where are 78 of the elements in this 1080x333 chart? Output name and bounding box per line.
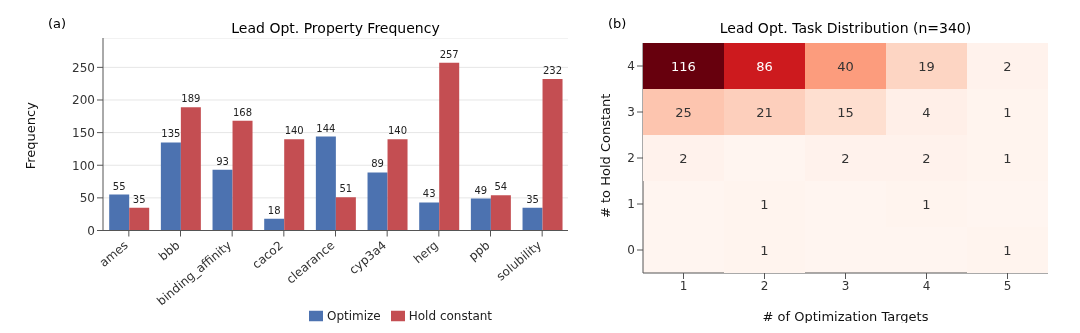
data-label: 140 [284,125,304,137]
data-label: 43 [422,188,436,200]
bar [367,172,388,231]
bar [264,218,285,231]
y-tick-label: 150 [72,125,95,140]
y-tick-label: 0 [87,223,95,238]
bar [180,107,201,231]
y-tick-label: 0 [627,243,635,258]
data-label: 1 [760,197,769,212]
bar [232,120,253,231]
y-tick-label: 250 [72,60,95,75]
data-label: 1 [1003,151,1012,166]
data-label: 86 [756,59,773,74]
legend-label: Optimize [326,308,381,323]
data-label: 140 [387,125,408,137]
bar [419,202,440,231]
x-tick-label: 2 [760,278,769,293]
text: (a) [48,16,67,31]
data-label: 35 [132,193,146,205]
bar [522,207,543,231]
data-label: 1 [922,197,931,212]
data-label: 40 [837,59,854,74]
data-label: 54 [494,181,508,193]
data-label: 55 [112,180,126,192]
y-tick-label: 200 [72,93,95,108]
y-axis-title: # to Hold Constant [597,93,613,218]
bar [439,62,460,231]
y-tick-label: 2 [627,151,635,166]
x-tick-label: ppb [465,238,493,264]
bar [212,169,233,231]
y-tick-label: 3 [627,105,635,120]
data-label: 2 [841,151,850,166]
chart-title: Lead Opt. Task Distribution (n=340) [718,20,973,36]
data-label: 189 [181,93,201,105]
bar [109,194,130,231]
data-label: 135 [161,128,181,140]
data-label: 168 [232,106,253,118]
y-tick-label: 100 [72,158,95,173]
data-label: 35 [526,193,539,205]
bar [490,195,511,231]
data-label: 15 [837,105,854,120]
data-label: 116 [671,59,696,74]
data-label: 21 [756,105,773,120]
data-label: 4 [922,105,931,120]
x-tick-label: 1 [679,278,688,293]
data-label: 18 [267,204,281,216]
legend-label: Hold constant [408,308,493,323]
bar [284,139,305,231]
data-label: 232 [542,65,563,77]
y-tick-label: 50 [79,191,95,206]
data-label: 144 [316,122,336,134]
chart-title: Lead Opt. Property Frequency [230,20,441,36]
y-tick-label: 1 [627,197,635,212]
x-tick-label: 3 [841,278,850,293]
data-label: 2 [922,151,931,166]
data-label: 19 [918,59,935,74]
bar [470,198,491,231]
x-axis-title: # of Optimization Targets [762,309,929,324]
y-tick-label: 4 [627,59,635,74]
bar [335,197,356,231]
bar [387,139,408,231]
x-tick-label: 5 [1003,278,1012,293]
data-label: 51 [339,183,353,195]
data-label: 89 [371,158,384,170]
data-label: 2 [679,151,688,166]
y-axis-title: Frequency [22,101,38,170]
bar [160,142,181,231]
bar [315,136,336,231]
data-label: 257 [439,48,459,60]
data-label: 49 [474,184,488,196]
data-label: 25 [675,105,692,120]
text: (b) [608,16,627,31]
data-label: 93 [216,155,229,167]
data-label: 2 [1003,59,1012,74]
bar [129,207,150,231]
data-label: 1 [1003,105,1012,120]
bar [542,79,563,231]
x-tick-label: 4 [922,278,931,293]
